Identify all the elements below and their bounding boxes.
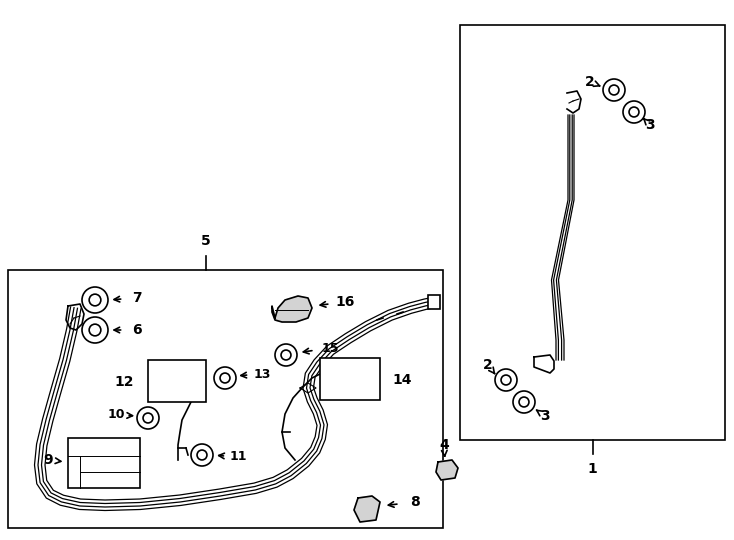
Circle shape <box>124 484 132 492</box>
Circle shape <box>89 324 101 336</box>
Circle shape <box>191 444 213 466</box>
Text: 14: 14 <box>392 373 412 387</box>
Circle shape <box>137 407 159 429</box>
Circle shape <box>220 373 230 383</box>
Text: 13: 13 <box>253 368 271 381</box>
Circle shape <box>519 397 529 407</box>
Text: 12: 12 <box>115 375 134 389</box>
Circle shape <box>214 367 236 389</box>
Circle shape <box>143 413 153 423</box>
Circle shape <box>281 350 291 360</box>
Circle shape <box>495 369 517 391</box>
Circle shape <box>609 85 619 95</box>
Text: 16: 16 <box>335 295 355 309</box>
Circle shape <box>501 375 511 385</box>
Polygon shape <box>436 460 458 480</box>
Text: 10: 10 <box>107 408 125 422</box>
Circle shape <box>623 101 645 123</box>
Circle shape <box>104 484 112 492</box>
Text: 7: 7 <box>132 291 142 305</box>
Circle shape <box>603 79 625 101</box>
Circle shape <box>82 317 108 343</box>
Text: 5: 5 <box>200 234 211 248</box>
Bar <box>428 295 440 309</box>
Text: 1: 1 <box>588 462 597 476</box>
Polygon shape <box>272 296 312 322</box>
Text: 11: 11 <box>229 450 247 463</box>
Bar <box>320 358 380 400</box>
Circle shape <box>513 391 535 413</box>
Circle shape <box>89 294 101 306</box>
Text: 6: 6 <box>132 323 142 337</box>
Text: 9: 9 <box>43 453 53 467</box>
Text: 3: 3 <box>540 409 550 423</box>
Circle shape <box>82 287 108 313</box>
Bar <box>68 438 140 488</box>
Bar <box>148 360 206 402</box>
Text: 2: 2 <box>483 358 493 372</box>
Bar <box>8 270 443 528</box>
Bar <box>460 25 725 440</box>
Text: 4: 4 <box>439 438 449 452</box>
Text: 2: 2 <box>585 75 595 89</box>
Text: 8: 8 <box>410 495 420 509</box>
Circle shape <box>197 450 207 460</box>
Circle shape <box>84 484 92 492</box>
Polygon shape <box>354 496 380 522</box>
Circle shape <box>275 344 297 366</box>
Circle shape <box>629 107 639 117</box>
Text: 3: 3 <box>645 118 655 132</box>
Text: 15: 15 <box>321 341 339 354</box>
